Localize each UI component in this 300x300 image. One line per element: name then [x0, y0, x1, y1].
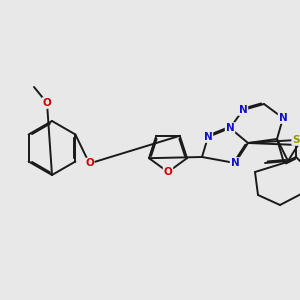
Text: O: O — [164, 167, 172, 177]
Text: S: S — [292, 135, 300, 145]
Text: N: N — [231, 158, 239, 168]
Text: N: N — [279, 113, 287, 123]
Text: N: N — [238, 105, 247, 115]
Text: O: O — [85, 158, 94, 169]
Text: N: N — [226, 123, 234, 133]
Text: N: N — [204, 132, 212, 142]
Text: O: O — [43, 98, 51, 108]
